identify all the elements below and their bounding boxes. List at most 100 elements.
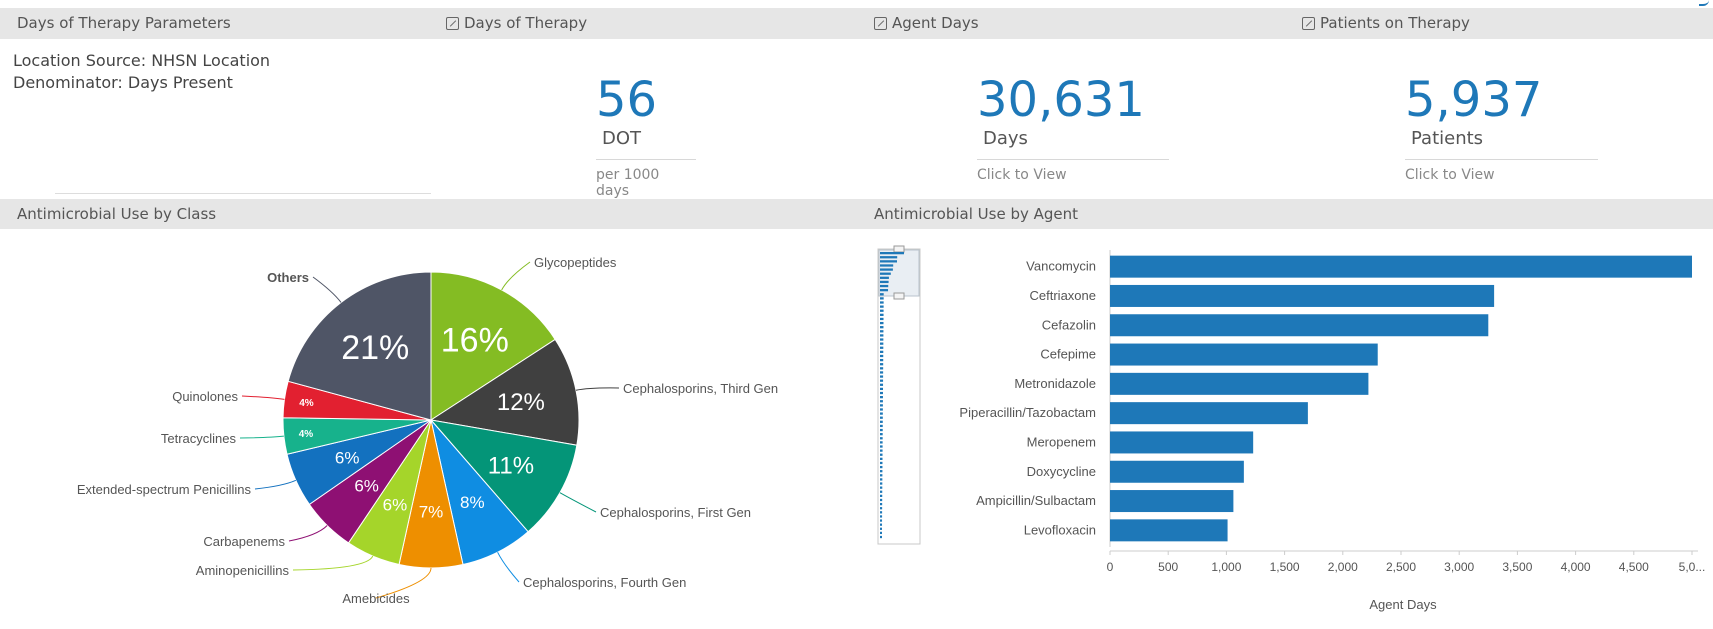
bar-x-tick-label: 2,000 bbox=[1328, 560, 1358, 574]
patients-header[interactable]: Patients on Therapy bbox=[1302, 14, 1470, 32]
pie-legend-label-quinolones: Quinolones bbox=[172, 389, 238, 404]
navigator-mini-bar bbox=[880, 441, 883, 444]
navigator-mini-bar bbox=[880, 321, 884, 325]
agent-days-value[interactable]: 30,631 bbox=[977, 72, 1145, 128]
navigator-mini-bar bbox=[880, 363, 884, 366]
agent-days-kpi[interactable]: 30,631Days Click to View bbox=[977, 76, 1169, 183]
bar-ampicillin-sulbactam[interactable] bbox=[1110, 490, 1234, 513]
pie-connector bbox=[375, 567, 432, 599]
navigator-mini-bar bbox=[880, 346, 884, 349]
pie-percent-label: 6% bbox=[354, 476, 379, 495]
navigator-mini-bar bbox=[880, 297, 884, 300]
navigator-mini-bar bbox=[880, 507, 883, 510]
agent-days-header[interactable]: Agent Days bbox=[874, 14, 979, 32]
pie-percent-label: 8% bbox=[460, 493, 485, 512]
navigator-mini-bar bbox=[880, 449, 883, 452]
navigator-mini-bar bbox=[880, 301, 884, 304]
pie-legend-label-others: Others bbox=[267, 270, 309, 285]
pie-slice-cephalosporins-first-gen[interactable] bbox=[429, 419, 578, 533]
pie-slice-glycopeptides[interactable] bbox=[430, 271, 556, 421]
navigator-mini-bar bbox=[880, 375, 884, 378]
scroll-indicator bbox=[1699, 0, 1709, 6]
navigator-mini-bar bbox=[880, 268, 893, 271]
pie-percent-label: 16% bbox=[441, 321, 509, 359]
pie-legend-label-glycopeptides: Glycopeptides bbox=[534, 255, 617, 270]
denominator: Denominator: Days Present bbox=[13, 73, 233, 92]
popout-icon[interactable] bbox=[446, 17, 459, 30]
location-source: Location Source: NHSN Location bbox=[13, 51, 271, 70]
bar-ceftriaxone[interactable] bbox=[1110, 284, 1495, 307]
pie-percent-label: 4% bbox=[299, 398, 314, 409]
navigator-mini-bar bbox=[880, 412, 883, 415]
navigator-mini-bar bbox=[880, 317, 884, 321]
agent-days-header-label: Agent Days bbox=[892, 14, 979, 32]
bar-cefazolin[interactable] bbox=[1110, 314, 1489, 337]
navigator-mini-bar bbox=[880, 511, 883, 514]
navigator-mini-bar bbox=[880, 367, 884, 370]
navigator-mini-bar bbox=[880, 358, 884, 362]
bar-x-axis-title: Agent Days bbox=[1369, 597, 1437, 612]
navigator-mini-bar bbox=[880, 379, 884, 382]
pie-connector bbox=[241, 395, 285, 400]
pie-slice-cephalosporins-third-gen[interactable] bbox=[429, 338, 580, 446]
navigator-mini-bar bbox=[880, 457, 883, 460]
bar-metronidazole[interactable] bbox=[1110, 372, 1369, 395]
patients-click-to-view[interactable]: Click to View bbox=[1405, 167, 1495, 183]
kpi-rule bbox=[596, 159, 696, 160]
bar-levofloxacin[interactable] bbox=[1110, 519, 1228, 542]
patients-unit: Patients bbox=[1411, 128, 1484, 149]
bar-x-tick-label: 3,500 bbox=[1502, 560, 1532, 574]
agent-days-click-to-view[interactable]: Click to View bbox=[977, 167, 1067, 183]
pie-connector bbox=[559, 492, 597, 513]
navigator-mini-bar bbox=[880, 326, 884, 329]
navigator-mini-bar bbox=[880, 276, 889, 279]
navigator-mini-bar bbox=[880, 535, 882, 539]
bar-x-tick-label: 4,000 bbox=[1561, 560, 1591, 574]
navigator-handle-bottom[interactable] bbox=[893, 292, 905, 300]
bar-meropenem[interactable] bbox=[1110, 431, 1254, 454]
navigator-mini-bar bbox=[880, 404, 883, 407]
bar-category-label: Metronidazole bbox=[1014, 376, 1096, 391]
bar-cefepime[interactable] bbox=[1110, 343, 1378, 366]
navigator-mini-bar bbox=[880, 494, 883, 498]
navigator-mini-bar bbox=[880, 383, 884, 386]
pie-slice-others[interactable] bbox=[287, 271, 432, 421]
navigator-mini-bar bbox=[880, 400, 883, 403]
patients-value[interactable]: 5,937 bbox=[1405, 72, 1543, 128]
navigator-mini-bar bbox=[880, 264, 894, 267]
navigator-handle-top[interactable] bbox=[893, 245, 905, 253]
navigator-mini-bar bbox=[880, 293, 884, 296]
params-header: Days of Therapy Parameters bbox=[17, 14, 231, 32]
dot-header[interactable]: Days of Therapy bbox=[446, 14, 587, 32]
navigator-mini-bar bbox=[880, 354, 884, 358]
by-agent-header: Antimicrobial Use by Agent bbox=[874, 205, 1079, 223]
navigator-mini-bar bbox=[880, 470, 883, 473]
divider bbox=[55, 193, 431, 194]
bar-doxycycline[interactable] bbox=[1110, 460, 1244, 483]
navigator-mini-bar bbox=[880, 453, 883, 456]
navigator-mini-bar bbox=[880, 280, 889, 284]
navigator-mini-bar bbox=[880, 416, 883, 419]
navigator-mini-bar bbox=[880, 408, 883, 411]
patients-kpi[interactable]: 5,937Patients Click to View bbox=[1405, 76, 1598, 183]
navigator-mini-bar bbox=[880, 515, 883, 518]
navigator-mini-bar bbox=[880, 461, 883, 465]
navigator-mini-bar bbox=[880, 486, 883, 489]
bar-x-tick-label: 1,500 bbox=[1270, 560, 1300, 574]
bar-category-label: Meropenem bbox=[1027, 434, 1096, 449]
bar-category-label: Levofloxacin bbox=[1024, 522, 1096, 537]
pie-percent-label: 12% bbox=[497, 389, 545, 416]
pie-percent-label: 11% bbox=[488, 452, 534, 479]
dot-sub: per 1000 days bbox=[596, 167, 660, 199]
popout-icon[interactable] bbox=[1302, 17, 1315, 30]
agent-days-unit: Days bbox=[983, 128, 1028, 149]
navigator-mini-bar bbox=[880, 289, 889, 292]
bar-category-label: Ceftriaxone bbox=[1030, 288, 1096, 303]
navigator-mini-bar bbox=[880, 482, 883, 485]
bar-vancomycin[interactable] bbox=[1110, 255, 1692, 278]
dot-unit: DOT bbox=[602, 128, 642, 149]
popout-icon[interactable] bbox=[874, 17, 887, 30]
pie-connector bbox=[497, 551, 520, 583]
bar-piperacillin-tazobactam[interactable] bbox=[1110, 402, 1308, 425]
pie-connector bbox=[501, 261, 531, 291]
